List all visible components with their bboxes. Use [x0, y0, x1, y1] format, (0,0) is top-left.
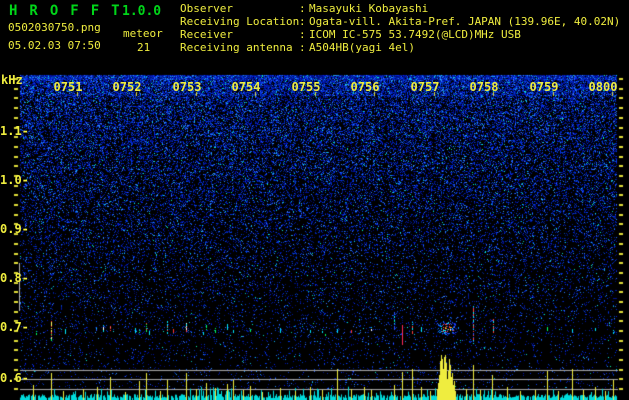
- time-axis-label: 0752: [112, 80, 142, 94]
- time-axis-label: 0800: [588, 80, 618, 94]
- info-label: Receiving Location: [180, 15, 300, 28]
- time-axis-label: 0753: [172, 80, 202, 94]
- info-label: Receiver: [180, 28, 233, 41]
- info-separator: :: [299, 41, 306, 54]
- time-axis-label: 0754: [231, 80, 261, 94]
- info-row-location: Receiving Location : Ogata-vill. Akita-P…: [180, 15, 620, 28]
- info-value: Ogata-vill. Akita-Pref. JAPAN (139.96E, …: [309, 15, 621, 28]
- info-label: Receiving antenna: [180, 41, 293, 54]
- time-axis-label: 0755: [291, 80, 321, 94]
- info-value: A504HB(yagi 4el): [309, 41, 415, 54]
- observation-datetime: 05.02.03 07:50: [8, 39, 101, 52]
- info-row-receiver: Receiver : ICOM IC-575 53.7492(@LCD)MHz …: [180, 28, 620, 41]
- time-axis-label: 0751: [53, 80, 83, 94]
- info-row-observer: Observer : Masayuki Kobayashi: [180, 2, 620, 15]
- info-separator: :: [299, 15, 306, 28]
- time-axis-label: 0757: [410, 80, 440, 94]
- info-row-antenna: Receiving antenna : A504HB(yagi 4el): [180, 41, 620, 54]
- freq-axis-label: 0.9-: [0, 222, 29, 236]
- app-version: 1.0.0: [122, 4, 162, 19]
- freq-axis-label: 1.0-: [0, 173, 29, 187]
- station-info: Observer : Masayuki Kobayashi Receiving …: [180, 2, 620, 54]
- echo-count: 21: [137, 41, 151, 54]
- info-value: ICOM IC-575 53.7492(@LCD)MHz USB: [309, 28, 521, 41]
- freq-axis-label: 1.1-: [0, 124, 29, 138]
- freq-axis-label: 0.7-: [0, 320, 29, 334]
- info-label: Observer: [180, 2, 233, 15]
- freq-axis-label: 0.8-: [0, 271, 29, 285]
- info-separator: :: [299, 2, 306, 15]
- observation-mode: meteor: [123, 27, 163, 40]
- info-separator: :: [299, 28, 306, 41]
- freq-axis-label: 0.6-: [0, 371, 29, 385]
- freq-axis-unit: kHz: [1, 73, 23, 87]
- time-axis-label: 0759: [529, 80, 559, 94]
- time-axis-label: 0756: [350, 80, 380, 94]
- time-axis-label: 0758: [469, 80, 499, 94]
- output-filename: 0502030750.png: [8, 21, 101, 34]
- app-title: HROFFT: [9, 3, 132, 19]
- info-value: Masayuki Kobayashi: [309, 2, 429, 15]
